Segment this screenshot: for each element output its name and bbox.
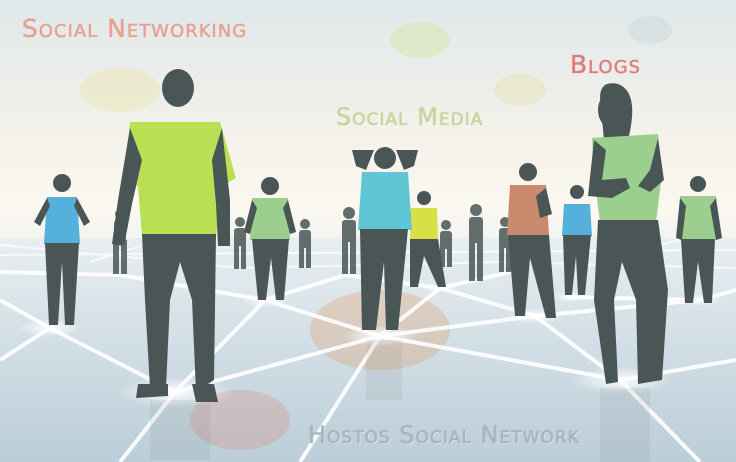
blogs-label: Blogs [570,50,642,79]
person-green-foreground [112,69,236,402]
person-far-3 [299,219,311,268]
hostos-social-network-label: Hostos Social Network [308,421,580,449]
person-far-6 [469,204,483,281]
person-yellow-mid [410,191,446,287]
person-blue-right [562,185,592,295]
social-media-label: Social Media [336,103,484,131]
social-networking-label: Social Networking [22,14,248,43]
person-woman-foreground [588,83,668,384]
floor-reflections [150,340,650,462]
person-cyan-hands-on-head [352,147,418,330]
person-green-mid [244,177,296,300]
person-blue-left [34,174,90,325]
person-green-right [676,176,722,303]
background-figures [113,204,511,281]
person-far-2 [234,217,246,269]
person-far-5 [440,220,452,267]
person-rust-mid [507,163,556,318]
person-far-4 [342,207,356,274]
